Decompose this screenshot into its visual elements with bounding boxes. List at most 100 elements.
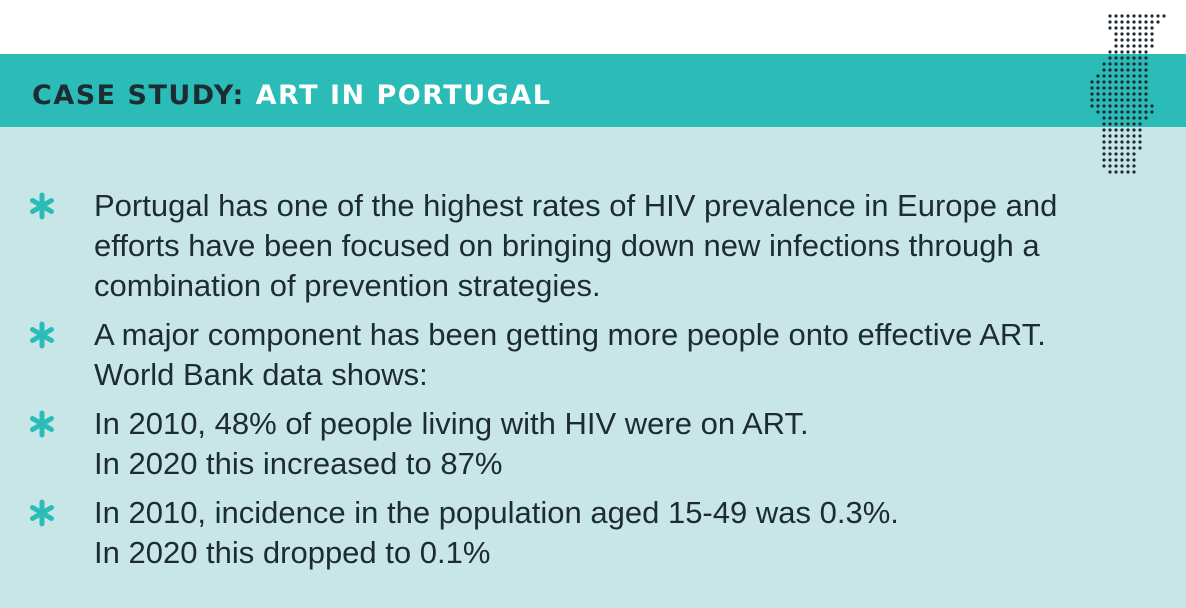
map-dot	[1132, 116, 1136, 120]
map-dot	[1138, 68, 1142, 72]
map-dot	[1144, 104, 1148, 108]
map-dot	[1126, 86, 1130, 90]
map-dot	[1108, 56, 1112, 60]
map-dot	[1102, 68, 1106, 72]
map-dot	[1108, 92, 1112, 96]
list-item: In 2010, 48% of people living with HIV w…	[28, 404, 1158, 484]
map-dot	[1144, 68, 1148, 72]
map-dot	[1138, 92, 1142, 96]
map-dot	[1096, 92, 1100, 96]
map-dot	[1102, 140, 1106, 144]
map-dot	[1108, 80, 1112, 84]
map-dot	[1120, 32, 1124, 36]
map-dot	[1108, 68, 1112, 72]
map-dot	[1132, 86, 1136, 90]
map-dot	[1132, 44, 1136, 48]
map-dot	[1120, 44, 1124, 48]
bullet-text: A major component has been getting more …	[94, 315, 1158, 395]
map-dot	[1132, 98, 1136, 102]
map-dot	[1108, 164, 1112, 168]
map-dot	[1114, 56, 1118, 60]
map-dot	[1120, 80, 1124, 84]
map-dot	[1120, 158, 1124, 162]
map-dot	[1138, 14, 1142, 18]
bullet-text: Portugal has one of the highest rates of…	[94, 186, 1158, 306]
map-dot	[1114, 50, 1118, 54]
map-dot	[1108, 110, 1112, 114]
header-band	[0, 54, 1186, 127]
map-dot	[1114, 146, 1118, 150]
map-dot	[1114, 62, 1118, 66]
map-dot	[1090, 92, 1094, 96]
map-dot	[1114, 98, 1118, 102]
map-dot	[1120, 56, 1124, 60]
map-dot	[1126, 20, 1130, 24]
map-dot	[1126, 44, 1130, 48]
map-dot	[1120, 122, 1124, 126]
map-dot	[1138, 62, 1142, 66]
map-dot	[1138, 80, 1142, 84]
map-dot	[1138, 110, 1142, 114]
map-dot	[1132, 20, 1136, 24]
map-dot	[1120, 116, 1124, 120]
map-dot	[1144, 44, 1148, 48]
map-dot	[1120, 92, 1124, 96]
map-dot	[1132, 164, 1136, 168]
map-dot	[1108, 140, 1112, 144]
map-dot	[1120, 74, 1124, 78]
map-dot	[1114, 26, 1118, 30]
map-dot	[1132, 56, 1136, 60]
map-dot	[1126, 38, 1130, 42]
map-dot	[1132, 26, 1136, 30]
map-dot	[1120, 164, 1124, 168]
map-dot	[1108, 158, 1112, 162]
asterisk-icon	[30, 410, 54, 438]
map-dot	[1120, 86, 1124, 90]
map-dot	[1132, 38, 1136, 42]
map-dot	[1120, 152, 1124, 156]
map-dot	[1144, 80, 1148, 84]
bullet-list: Portugal has one of the highest rates of…	[28, 186, 1158, 582]
map-dot	[1138, 116, 1142, 120]
map-dot	[1114, 86, 1118, 90]
map-dot	[1120, 68, 1124, 72]
map-dot	[1120, 110, 1124, 114]
asterisk-icon	[30, 499, 54, 527]
map-dot	[1144, 14, 1148, 18]
list-item: Portugal has one of the highest rates of…	[28, 186, 1158, 306]
map-dot	[1150, 44, 1154, 48]
text-line: combination of prevention strategies.	[94, 268, 601, 303]
map-dot	[1126, 50, 1130, 54]
title-prefix: CASE STUDY:	[32, 80, 245, 111]
map-dot	[1126, 122, 1130, 126]
map-dot	[1102, 104, 1106, 108]
map-dot	[1126, 68, 1130, 72]
map-dot	[1096, 74, 1100, 78]
map-dot	[1138, 50, 1142, 54]
map-dot	[1144, 86, 1148, 90]
map-dot	[1126, 110, 1130, 114]
map-dot	[1114, 128, 1118, 132]
map-dot	[1096, 110, 1100, 114]
map-dot	[1108, 116, 1112, 120]
map-dot	[1120, 14, 1124, 18]
bullet-text: In 2010, 48% of people living with HIV w…	[94, 404, 1158, 484]
map-dot	[1102, 74, 1106, 78]
text-line: In 2010, incidence in the population age…	[94, 495, 899, 530]
map-dot	[1108, 128, 1112, 132]
portugal-dot-map-icon	[1090, 14, 1166, 174]
map-dot	[1132, 80, 1136, 84]
map-dot	[1114, 20, 1118, 24]
map-dot	[1102, 110, 1106, 114]
map-dot	[1138, 20, 1142, 24]
map-dot	[1114, 140, 1118, 144]
map-dot	[1108, 26, 1112, 30]
map-dot	[1114, 158, 1118, 162]
map-dot	[1102, 152, 1106, 156]
map-dot	[1096, 86, 1100, 90]
map-dot	[1144, 116, 1148, 120]
map-dot	[1132, 68, 1136, 72]
map-dot	[1114, 104, 1118, 108]
map-dot	[1090, 86, 1094, 90]
map-dot	[1144, 110, 1148, 114]
